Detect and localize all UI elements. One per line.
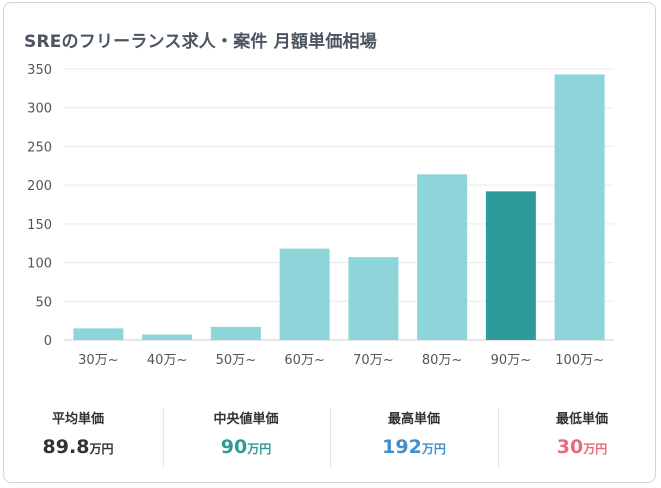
bar bbox=[485, 191, 536, 340]
stat-average-unit: 万円 bbox=[89, 442, 114, 456]
chart-title: SREのフリーランス求人・案件 月額単価相場 bbox=[24, 32, 377, 52]
stat-average: 平均単価 89.8万円 bbox=[8, 400, 148, 470]
stat-min: 最低単価 30万円 bbox=[512, 400, 652, 470]
stat-min-number: 30 bbox=[556, 436, 584, 458]
y-tick-label: 350 bbox=[27, 63, 52, 78]
stat-median-label: 中央値単価 bbox=[213, 412, 279, 427]
stat-median-number: 90 bbox=[220, 436, 248, 458]
x-tick-label: 90万~ bbox=[491, 353, 531, 368]
stat-average-label: 平均単価 bbox=[51, 412, 104, 427]
stat-divider bbox=[330, 408, 331, 468]
x-tick-label: 60万~ bbox=[284, 353, 324, 368]
bar-chart: 0 50 100 150 200 250 300 350 30万~ 40万~ 50万~ 60万~ 70万… bbox=[27, 63, 614, 368]
x-tick-label: 70万~ bbox=[353, 353, 393, 368]
stat-average-value: 89.8万円 bbox=[8, 436, 148, 458]
bar bbox=[73, 328, 124, 340]
x-tick-label: 50万~ bbox=[216, 353, 256, 368]
chart-card: SREのフリーランス求人・案件 月額単価相場 bbox=[3, 2, 656, 483]
stat-max-value: 192万円 bbox=[344, 436, 484, 458]
stat-min-label: 最低単価 bbox=[555, 412, 608, 427]
y-tick-label: 200 bbox=[27, 179, 52, 194]
stat-median: 中央値単価 90万円 bbox=[176, 400, 316, 470]
y-tick-label: 150 bbox=[27, 218, 52, 233]
bar bbox=[210, 326, 261, 340]
y-tick-label: 300 bbox=[27, 102, 52, 117]
bar bbox=[554, 74, 605, 341]
stat-max: 最高単価 192万円 bbox=[344, 400, 484, 470]
stat-divider bbox=[498, 408, 499, 468]
y-tick-label: 250 bbox=[27, 140, 52, 155]
stats-row: 平均単価 89.8万円 中央値単価 90万円 最高単価 192万円 最低単価 3… bbox=[0, 400, 661, 470]
bar bbox=[279, 248, 330, 340]
stat-max-unit: 万円 bbox=[421, 442, 446, 456]
stat-average-number: 89.8 bbox=[42, 436, 90, 458]
x-tick-label: 80万~ bbox=[422, 353, 462, 368]
stat-min-value: 30万円 bbox=[512, 436, 652, 458]
bar bbox=[417, 174, 468, 340]
bar bbox=[348, 257, 399, 340]
stat-median-unit: 万円 bbox=[247, 442, 272, 456]
y-tick-label: 50 bbox=[35, 295, 52, 310]
x-tick-label: 30万~ bbox=[78, 353, 118, 368]
stat-divider bbox=[163, 408, 164, 468]
stat-max-number: 192 bbox=[382, 436, 422, 458]
y-tick-label: 0 bbox=[44, 334, 52, 349]
y-tick-label: 100 bbox=[27, 257, 52, 272]
x-tick-label: 40万~ bbox=[147, 353, 187, 368]
stat-max-label: 最高単価 bbox=[387, 412, 440, 427]
x-tick-label: 100万~ bbox=[555, 353, 604, 368]
stat-median-value: 90万円 bbox=[176, 436, 316, 458]
stat-min-unit: 万円 bbox=[583, 442, 608, 456]
bar bbox=[142, 334, 193, 340]
